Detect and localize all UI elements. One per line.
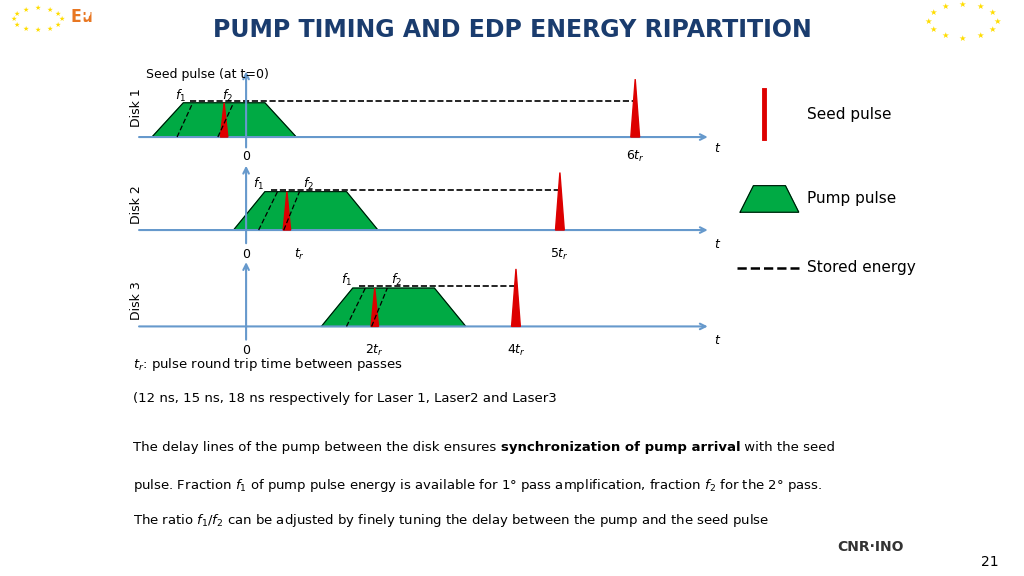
Text: ★: ★ <box>993 17 1000 26</box>
Polygon shape <box>371 288 379 327</box>
Polygon shape <box>631 79 640 137</box>
Text: ESFRI 2021: ESFRI 2021 <box>939 45 986 54</box>
Text: The ratio $f_1$/$f_2$ can be adjusted by finely tuning the delay between the pum: The ratio $f_1$/$f_2$ can be adjusted by… <box>133 512 769 529</box>
Polygon shape <box>283 192 291 230</box>
Text: ★: ★ <box>958 33 967 43</box>
Text: CNR·INO: CNR·INO <box>838 540 903 554</box>
Text: $f_2$: $f_2$ <box>391 272 402 289</box>
Text: $t$: $t$ <box>714 142 721 155</box>
Text: $2t_r$: $2t_r$ <box>366 343 384 358</box>
Text: ★: ★ <box>988 25 996 34</box>
Text: $5t_r$: $5t_r$ <box>551 247 569 262</box>
Text: 0: 0 <box>242 150 250 162</box>
Text: ★: ★ <box>13 11 19 17</box>
Polygon shape <box>220 103 228 137</box>
Text: Disk 3: Disk 3 <box>130 282 142 320</box>
Text: synchronization of pump arrival: synchronization of pump arrival <box>501 441 740 454</box>
Text: ★: ★ <box>55 22 61 28</box>
Polygon shape <box>233 192 378 230</box>
Text: $f_2$: $f_2$ <box>222 88 232 104</box>
Text: $t_r$: $t_r$ <box>294 247 305 262</box>
Text: Stored energy: Stored energy <box>807 260 915 275</box>
Text: ★: ★ <box>942 2 949 11</box>
Text: ★: ★ <box>976 31 983 40</box>
Text: ★: ★ <box>929 25 937 34</box>
Text: ★: ★ <box>34 5 40 12</box>
Text: ★: ★ <box>976 2 983 11</box>
Text: ★: ★ <box>46 7 52 13</box>
Text: Seed pulse (at t=0): Seed pulse (at t=0) <box>145 67 268 81</box>
Text: PUMP TIMING AND EDP ENERGY RIPARTITION: PUMP TIMING AND EDP ENERGY RIPARTITION <box>213 18 811 42</box>
Text: ★: ★ <box>13 22 19 28</box>
Text: with the seed: with the seed <box>740 441 836 454</box>
Text: (12 ns, 15 ns, 18 ns respectively for Laser 1, Laser2 and Laser3: (12 ns, 15 ns, 18 ns respectively for La… <box>133 392 557 405</box>
Text: ★: ★ <box>929 8 937 17</box>
Text: $t$: $t$ <box>714 238 721 251</box>
Text: 21: 21 <box>981 555 998 569</box>
Text: Pump pulse: Pump pulse <box>807 191 896 206</box>
Text: Eu: Eu <box>71 8 94 26</box>
Text: $f_1$: $f_1$ <box>175 88 185 104</box>
Polygon shape <box>740 185 799 212</box>
Text: $f_2$: $f_2$ <box>303 176 314 192</box>
Text: ★: ★ <box>925 17 932 26</box>
Text: $f_1$: $f_1$ <box>341 272 352 289</box>
Text: $t_r$: pulse round trip time between passes: $t_r$: pulse round trip time between pas… <box>133 357 403 373</box>
Text: ★: ★ <box>942 31 949 40</box>
Text: The delay lines of the pump between the disk ensures: The delay lines of the pump between the … <box>133 441 501 454</box>
Text: ★: ★ <box>58 16 65 22</box>
Text: ★: ★ <box>988 8 996 17</box>
Text: ★: ★ <box>10 16 16 22</box>
Text: ESFRI: ESFRI <box>82 37 110 47</box>
Text: $t$: $t$ <box>714 334 721 347</box>
Text: PRAX: PRAX <box>79 8 129 26</box>
Text: ★: ★ <box>23 26 29 32</box>
Polygon shape <box>512 269 520 327</box>
Text: $6t_r$: $6t_r$ <box>626 149 645 164</box>
Text: ★: ★ <box>958 0 967 9</box>
Text: pulse. Fraction $f_1$ of pump pulse energy is available for 1° pass amplificatio: pulse. Fraction $f_1$ of pump pulse ener… <box>133 477 822 494</box>
Text: 0: 0 <box>242 248 250 260</box>
Text: Disk 1: Disk 1 <box>130 89 142 127</box>
Text: ✕: ✕ <box>31 12 44 27</box>
Text: ★: ★ <box>23 7 29 13</box>
Polygon shape <box>555 173 564 230</box>
Text: ★: ★ <box>55 11 61 17</box>
Text: $4t_r$: $4t_r$ <box>507 343 525 358</box>
Text: 0: 0 <box>242 344 250 357</box>
Text: Seed pulse: Seed pulse <box>807 107 891 122</box>
Polygon shape <box>152 103 296 137</box>
Text: ★: ★ <box>46 26 52 32</box>
Polygon shape <box>322 288 466 327</box>
Text: Disk 2: Disk 2 <box>130 185 142 224</box>
Text: ★: ★ <box>34 27 40 33</box>
Text: IA: IA <box>115 8 133 26</box>
Text: $f_1$: $f_1$ <box>253 176 264 192</box>
